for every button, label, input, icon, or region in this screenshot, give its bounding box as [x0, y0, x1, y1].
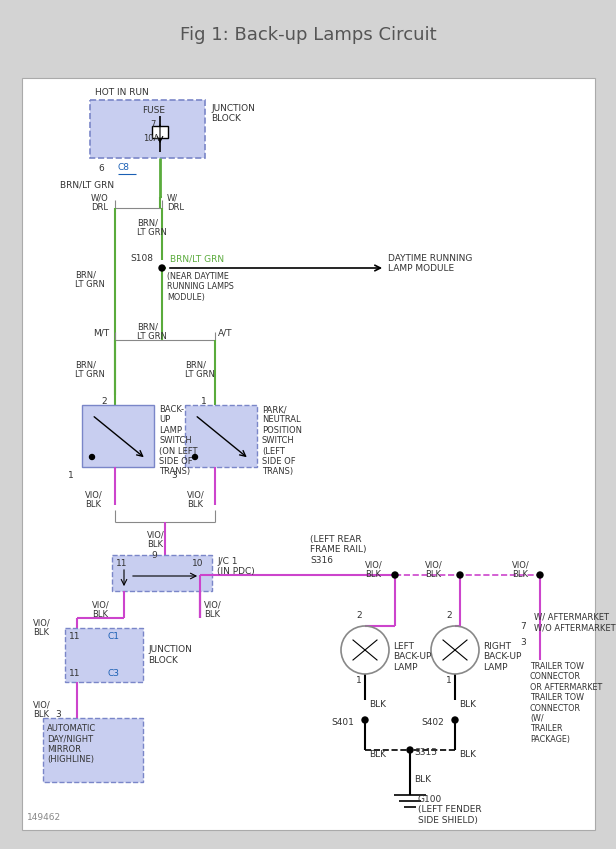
- Text: BRN/
LT GRN: BRN/ LT GRN: [75, 360, 105, 380]
- Text: LEFT
BACK-UP
LAMP: LEFT BACK-UP LAMP: [393, 642, 431, 672]
- Circle shape: [159, 265, 165, 271]
- Text: 7: 7: [150, 120, 156, 129]
- Text: S402: S402: [421, 718, 444, 727]
- Bar: [152, 126, 168, 138]
- Text: VIO/
BLK: VIO/ BLK: [92, 600, 110, 620]
- Text: VIO/
BLK: VIO/ BLK: [204, 600, 222, 620]
- Text: W/O
DRL: W/O DRL: [91, 193, 109, 212]
- Text: 3: 3: [521, 638, 526, 647]
- Text: DAYTIME RUNNING
LAMP MODULE: DAYTIME RUNNING LAMP MODULE: [388, 254, 472, 273]
- Text: M/T: M/T: [93, 328, 109, 337]
- Text: BLK: BLK: [369, 700, 386, 709]
- Text: BRN/
LT GRN: BRN/ LT GRN: [137, 322, 167, 341]
- Bar: [90, 100, 205, 158]
- Text: BRN/
LT GRN: BRN/ LT GRN: [185, 360, 215, 380]
- Text: W/
DRL: W/ DRL: [167, 193, 184, 212]
- Text: VIO/
BLK: VIO/ BLK: [85, 490, 103, 509]
- Circle shape: [457, 572, 463, 578]
- Circle shape: [537, 572, 543, 578]
- Circle shape: [362, 717, 368, 723]
- Text: Fig 1: Back-up Lamps Circuit: Fig 1: Back-up Lamps Circuit: [180, 26, 436, 44]
- Text: VIO/
BLK: VIO/ BLK: [425, 560, 443, 579]
- Text: 11: 11: [69, 632, 81, 641]
- Text: VIO/
BLK: VIO/ BLK: [33, 700, 51, 719]
- Text: 2: 2: [356, 611, 362, 620]
- Bar: [185, 405, 257, 467]
- Text: 149462: 149462: [27, 813, 61, 822]
- Text: 6: 6: [98, 164, 103, 173]
- Text: (LEFT REAR
FRAME RAIL)
S316: (LEFT REAR FRAME RAIL) S316: [310, 535, 367, 565]
- Circle shape: [452, 717, 458, 723]
- Text: BLK: BLK: [459, 700, 476, 709]
- Bar: [22, 78, 595, 830]
- Text: 1: 1: [68, 471, 74, 480]
- Text: 10A: 10A: [143, 134, 159, 143]
- Text: BLK: BLK: [369, 750, 386, 759]
- Text: BRN/
LT GRN: BRN/ LT GRN: [137, 218, 167, 238]
- Text: VIO/
BLK: VIO/ BLK: [33, 618, 51, 638]
- Circle shape: [192, 454, 198, 459]
- Text: 3: 3: [171, 471, 177, 480]
- Bar: [112, 555, 212, 591]
- Bar: [65, 628, 143, 682]
- Text: 9: 9: [152, 551, 157, 560]
- Text: BLK: BLK: [459, 750, 476, 759]
- Text: A/T: A/T: [218, 328, 232, 337]
- Text: VIO/
BLK: VIO/ BLK: [187, 490, 205, 509]
- Text: VIO/
BLK: VIO/ BLK: [365, 560, 383, 579]
- Circle shape: [89, 454, 94, 459]
- Text: BRN/LT GRN: BRN/LT GRN: [60, 180, 114, 189]
- Text: 11: 11: [116, 559, 128, 568]
- Text: PARK/
NEUTRAL
POSITION
SWITCH
(LEFT
SIDE OF
TRANS): PARK/ NEUTRAL POSITION SWITCH (LEFT SIDE…: [262, 405, 302, 476]
- Text: AUTOMATIC
DAY/NIGHT
MIRROR
(HIGHLINE): AUTOMATIC DAY/NIGHT MIRROR (HIGHLINE): [47, 724, 96, 764]
- Text: S401: S401: [331, 718, 354, 727]
- Text: C3: C3: [108, 669, 120, 678]
- Text: BACK-
UP
LAMP
SWITCH
(ON LEFT
SIDE OF
TRANS): BACK- UP LAMP SWITCH (ON LEFT SIDE OF TR…: [159, 405, 198, 476]
- Text: JUNCTION
BLOCK: JUNCTION BLOCK: [211, 104, 255, 123]
- Bar: [0, 0, 616, 70]
- Text: JUNCTION
BLOCK: JUNCTION BLOCK: [148, 645, 192, 665]
- Text: VIO/
BLK: VIO/ BLK: [512, 560, 530, 579]
- Text: 2: 2: [446, 611, 452, 620]
- Text: TRAILER TOW
CONNECTOR
OR AFTERMARKET
TRAILER TOW
CONNECTOR
(W/
TRAILER
PACKAGE): TRAILER TOW CONNECTOR OR AFTERMARKET TRA…: [530, 662, 602, 744]
- Text: 1: 1: [446, 676, 452, 685]
- Text: S315: S315: [414, 748, 437, 757]
- Text: 1: 1: [201, 397, 207, 406]
- Text: BRN/LT GRN: BRN/LT GRN: [170, 254, 224, 263]
- Bar: [43, 718, 143, 782]
- Text: BLK: BLK: [414, 775, 431, 784]
- Text: 1: 1: [356, 676, 362, 685]
- Text: S108: S108: [130, 254, 153, 263]
- Text: C1: C1: [108, 632, 120, 641]
- Text: W/ AFTERMARKET
W/O AFTERMARKET: W/ AFTERMARKET W/O AFTERMARKET: [534, 613, 615, 633]
- Bar: [82, 405, 154, 467]
- Text: 2: 2: [102, 397, 107, 406]
- Text: 10: 10: [192, 559, 203, 568]
- Text: FUSE: FUSE: [142, 106, 165, 115]
- Text: G100
(LEFT FENDER
SIDE SHIELD): G100 (LEFT FENDER SIDE SHIELD): [418, 795, 482, 824]
- Circle shape: [407, 747, 413, 753]
- Text: BRN/
LT GRN: BRN/ LT GRN: [75, 270, 105, 290]
- Text: RIGHT
BACK-UP
LAMP: RIGHT BACK-UP LAMP: [483, 642, 521, 672]
- Text: 3: 3: [55, 710, 61, 719]
- Text: 11: 11: [69, 669, 81, 678]
- Text: HOT IN RUN: HOT IN RUN: [95, 88, 148, 97]
- Circle shape: [392, 572, 398, 578]
- Text: 7: 7: [521, 622, 526, 631]
- Text: (NEAR DAYTIME
RUNNING LAMPS
MODULE): (NEAR DAYTIME RUNNING LAMPS MODULE): [167, 272, 234, 301]
- Text: J/C 1
(IN PDC): J/C 1 (IN PDC): [217, 557, 255, 576]
- Text: C8: C8: [118, 163, 130, 172]
- Text: VIO/
BLK: VIO/ BLK: [147, 530, 164, 549]
